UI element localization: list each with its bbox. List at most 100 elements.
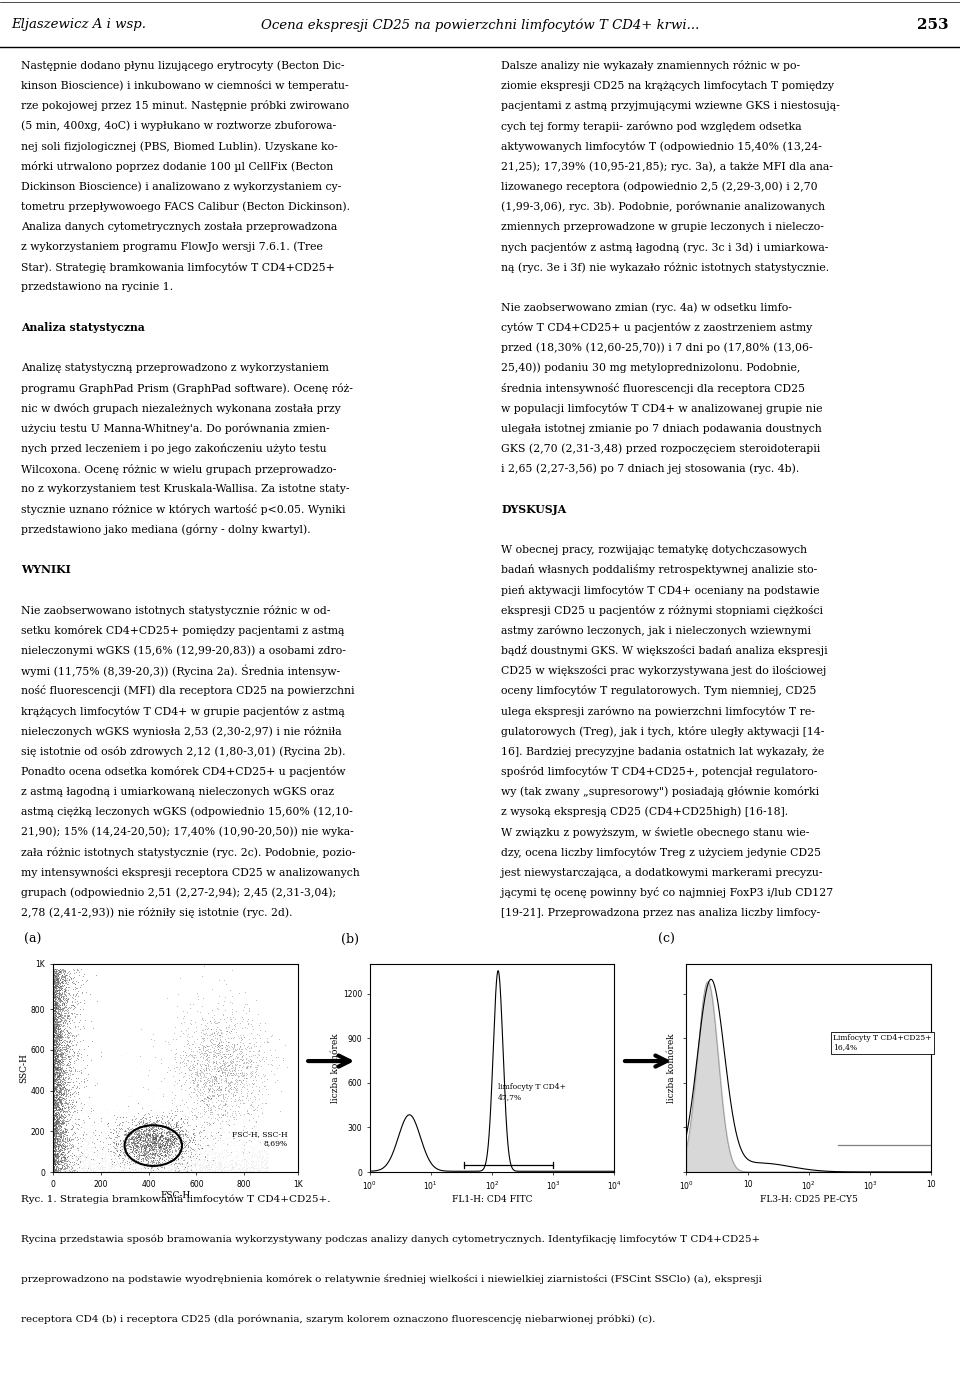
Point [47, 1151, 62, 1173]
Point [118, 1130, 133, 1153]
Point [179, 1054, 194, 1076]
Point [45, 985, 60, 1007]
Point [50, 1083, 65, 1105]
Point [47, 1150, 62, 1172]
Point [49, 1043, 64, 1065]
Point [173, 967, 188, 989]
Point [60, 1129, 75, 1151]
Point [215, 1054, 230, 1076]
Point [197, 1080, 212, 1103]
Point [251, 1024, 266, 1046]
Point [154, 1125, 169, 1147]
Point [63, 1097, 79, 1119]
Text: Analizę statystyczną przeprowadzono z wykorzystaniem: Analizę statystyczną przeprowadzono z wy… [21, 363, 329, 373]
Point [47, 1040, 62, 1062]
Point [198, 1158, 213, 1180]
Point [172, 1139, 187, 1161]
Point [51, 1050, 66, 1072]
Point [146, 1146, 161, 1168]
Point [50, 1111, 65, 1133]
Point [257, 1074, 273, 1096]
Point [189, 1140, 204, 1162]
Point [226, 1062, 241, 1085]
Point [241, 1135, 256, 1157]
Point [72, 999, 87, 1021]
Point [201, 1080, 216, 1103]
Point [155, 1133, 170, 1155]
Point [50, 1021, 65, 1043]
Point [123, 1135, 138, 1157]
Point [196, 1053, 211, 1075]
Point [173, 1144, 188, 1166]
Point [46, 1135, 61, 1157]
Point [228, 1153, 243, 1175]
Point [54, 1136, 69, 1158]
Point [48, 974, 63, 996]
Point [48, 1026, 63, 1049]
Point [51, 1114, 66, 1136]
Point [66, 1136, 82, 1158]
Point [228, 1137, 244, 1160]
Point [62, 1039, 78, 1061]
Point [215, 1022, 230, 1044]
Point [54, 1085, 69, 1107]
Point [105, 1151, 120, 1173]
Point [50, 1047, 65, 1069]
Point [145, 1135, 160, 1157]
Point [47, 965, 62, 988]
Point [130, 1136, 145, 1158]
Point [206, 1021, 222, 1043]
Text: Nie zaobserwowano istotnych statystycznie różnic w od-: Nie zaobserwowano istotnych statystyczni… [21, 605, 330, 616]
Point [207, 1147, 223, 1169]
Point [47, 1092, 62, 1114]
Point [60, 988, 76, 1010]
Point [140, 1151, 156, 1173]
Point [140, 1150, 156, 1172]
Point [205, 1039, 221, 1061]
Point [158, 1132, 174, 1154]
Point [146, 1126, 161, 1148]
Point [58, 1148, 73, 1171]
Point [213, 1146, 228, 1168]
Point [133, 1144, 149, 1166]
Point [49, 968, 64, 990]
Point [129, 1130, 144, 1153]
Point [90, 1112, 106, 1135]
Point [45, 1078, 60, 1100]
Point [47, 1035, 62, 1057]
Point [67, 1126, 83, 1148]
Point [93, 1157, 108, 1179]
Point [189, 1148, 204, 1171]
Point [197, 1039, 212, 1061]
Point [132, 1144, 147, 1166]
Point [204, 1040, 219, 1062]
Point [230, 1089, 246, 1111]
Point [226, 1006, 241, 1028]
Point [144, 1135, 159, 1157]
Point [222, 1108, 237, 1130]
Point [179, 1135, 194, 1157]
Point [246, 1099, 261, 1121]
Point [47, 1069, 62, 1092]
Point [56, 986, 71, 1008]
Point [101, 1135, 116, 1157]
Point [143, 1137, 158, 1160]
Point [63, 1158, 79, 1180]
Point [203, 1080, 218, 1103]
Point [45, 1062, 60, 1085]
Point [48, 1085, 63, 1107]
Point [239, 1057, 254, 1079]
Point [154, 1121, 169, 1143]
Point [214, 1118, 229, 1140]
Point [225, 1044, 240, 1067]
Point [58, 1130, 73, 1153]
Point [209, 1157, 225, 1179]
Point [224, 1078, 239, 1100]
Point [45, 1072, 60, 1094]
Point [55, 1087, 70, 1110]
Point [233, 1136, 249, 1158]
Point [215, 1043, 230, 1065]
Point [66, 1029, 82, 1051]
Point [245, 1068, 260, 1090]
Point [75, 1049, 90, 1071]
